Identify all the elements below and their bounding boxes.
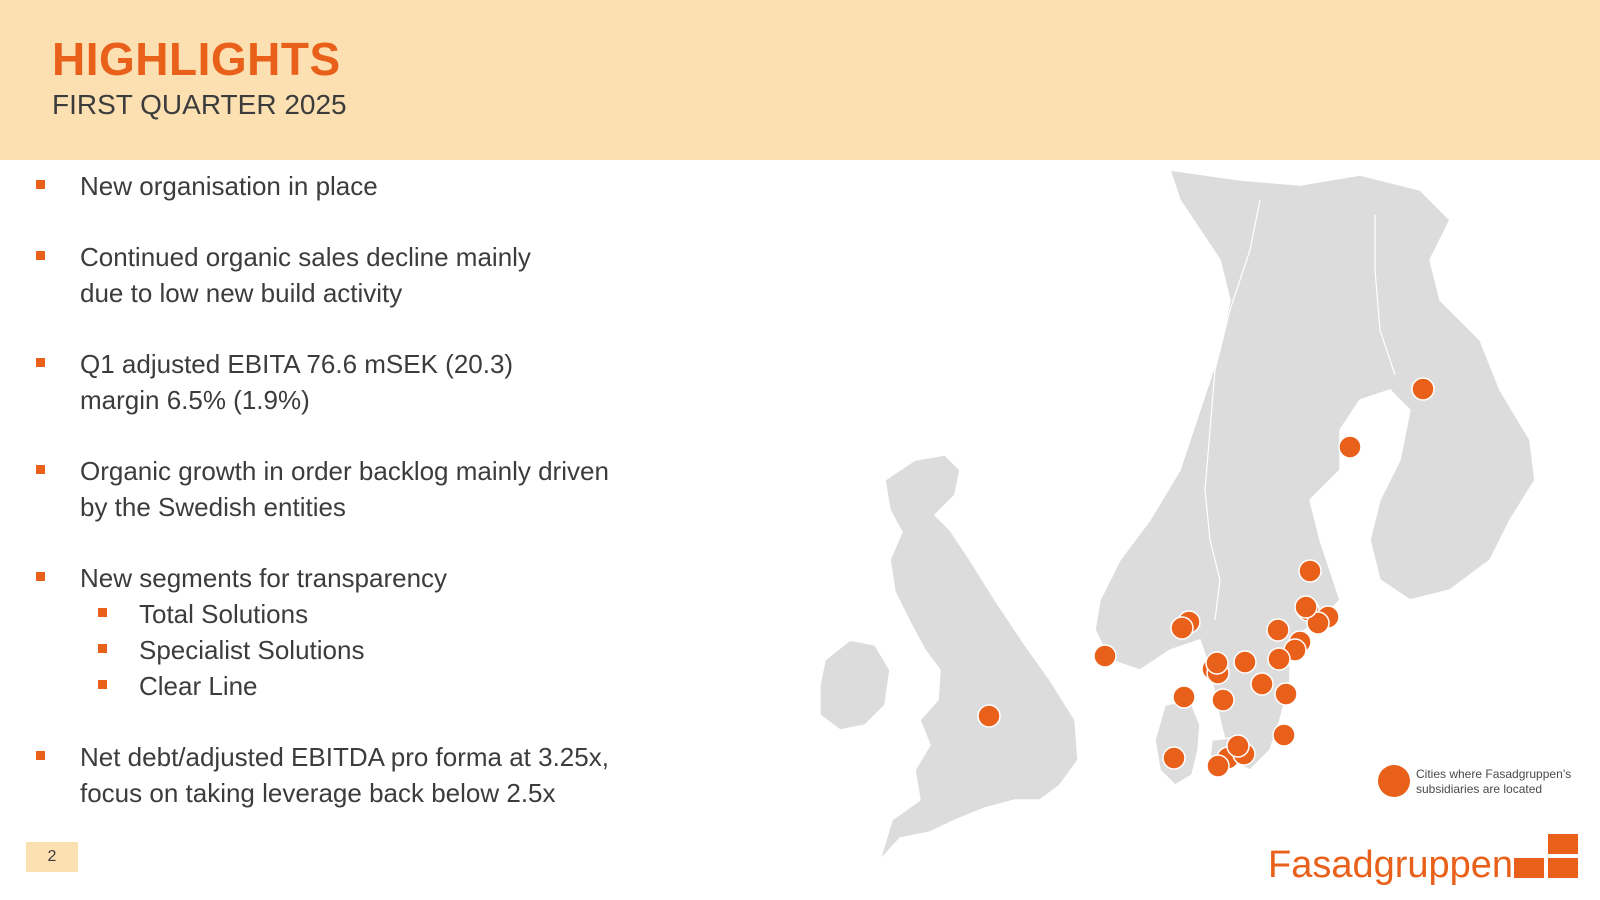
segment-label: Clear Line bbox=[139, 671, 258, 701]
highlight-text-continued: focus on taking leverage back below 2.5x bbox=[80, 778, 556, 808]
city-marker bbox=[1206, 754, 1230, 778]
city-marker bbox=[1250, 672, 1274, 696]
denmark-landmass bbox=[1154, 699, 1201, 786]
norway-sweden-border bbox=[1204, 199, 1261, 621]
city-marker bbox=[1205, 651, 1229, 675]
map-legend: Cities where Fasadgruppen’s subsidiaries… bbox=[1378, 765, 1600, 805]
city-marker bbox=[1226, 734, 1250, 758]
legend-label: Cities where Fasadgruppen’s subsidiaries… bbox=[1416, 767, 1600, 797]
highlight-text: Net debt/adjusted EBITDA pro forma at 3.… bbox=[80, 742, 609, 772]
city-marker bbox=[1266, 618, 1290, 642]
city-marker bbox=[977, 704, 1001, 728]
city-marker bbox=[1211, 688, 1235, 712]
slide-header: HIGHLIGHTS FIRST QUARTER 2025 bbox=[0, 0, 1600, 160]
city-marker bbox=[1093, 644, 1117, 668]
square-bullet-icon bbox=[36, 180, 45, 189]
highlight-text: New organisation in place bbox=[80, 171, 378, 201]
highlight-text: Q1 adjusted EBITA 76.6 mSEK (20.3) bbox=[80, 349, 514, 379]
square-bullet-icon bbox=[98, 608, 107, 617]
segment-label: Total Solutions bbox=[139, 599, 309, 629]
segment-item: Clear Line bbox=[80, 668, 716, 704]
city-marker bbox=[1170, 616, 1194, 640]
sweden-finland-border bbox=[1374, 215, 1396, 376]
city-marker bbox=[1411, 377, 1435, 401]
city-marker bbox=[1162, 746, 1186, 770]
square-bullet-icon bbox=[36, 251, 45, 260]
page-number: 2 bbox=[26, 842, 78, 872]
segment-item: Total Solutions bbox=[80, 596, 716, 632]
slide-subtitle: FIRST QUARTER 2025 bbox=[52, 89, 347, 120]
brick-blocks-icon bbox=[1514, 834, 1578, 878]
highlight-item: Continued organic sales decline mainly d… bbox=[36, 239, 716, 311]
city-marker bbox=[1274, 682, 1298, 706]
scandinavia-landmass bbox=[1094, 169, 1536, 771]
city-marker-icon bbox=[1378, 765, 1410, 797]
highlight-text-continued: by the Swedish entities bbox=[80, 492, 346, 522]
highlights-list: New organisation in place Continued orga… bbox=[36, 168, 716, 846]
city-marker bbox=[1306, 611, 1330, 635]
city-marker bbox=[1298, 559, 1322, 583]
city-marker bbox=[1294, 595, 1318, 619]
legend-line: Cities where Fasadgruppen’s bbox=[1416, 767, 1572, 781]
square-bullet-icon bbox=[36, 751, 45, 760]
northern-europe-map bbox=[820, 169, 1536, 861]
highlight-text-continued: due to low new build activity bbox=[80, 278, 403, 308]
brand-name: Fasadgruppen bbox=[1268, 844, 1514, 886]
city-marker bbox=[1272, 723, 1296, 747]
segment-item: Specialist Solutions bbox=[80, 632, 716, 668]
city-marker bbox=[1233, 650, 1257, 674]
square-bullet-icon bbox=[98, 644, 107, 653]
square-bullet-icon bbox=[36, 465, 45, 474]
square-bullet-icon bbox=[36, 572, 45, 581]
city-marker bbox=[1267, 647, 1291, 671]
segment-label: Specialist Solutions bbox=[139, 635, 365, 665]
slide-title: HIGHLIGHTS bbox=[52, 33, 341, 85]
segment-list: Total Solutions Specialist Solutions Cle… bbox=[80, 596, 716, 704]
highlight-text: Organic growth in order backlog mainly d… bbox=[80, 456, 609, 486]
highlight-text-continued: margin 6.5% (1.9%) bbox=[80, 385, 310, 415]
highlight-item: Net debt/adjusted EBITDA pro forma at 3.… bbox=[36, 739, 716, 811]
legend-line: subsidiaries are located bbox=[1416, 782, 1543, 796]
ireland-landmass bbox=[820, 639, 891, 731]
square-bullet-icon bbox=[36, 358, 45, 367]
highlight-item: Q1 adjusted EBITA 76.6 mSEK (20.3) margi… bbox=[36, 346, 716, 418]
highlight-item: New segments for transparency Total Solu… bbox=[36, 560, 716, 704]
city-marker bbox=[1338, 435, 1362, 459]
great-britain-landmass bbox=[879, 454, 1079, 861]
square-bullet-icon bbox=[98, 680, 107, 689]
city-marker bbox=[1172, 685, 1196, 709]
highlight-item: Organic growth in order backlog mainly d… bbox=[36, 453, 716, 525]
highlight-text: New segments for transparency bbox=[80, 563, 448, 593]
highlight-item: New organisation in place bbox=[36, 168, 716, 204]
highlight-text: Continued organic sales decline mainly bbox=[80, 242, 531, 272]
